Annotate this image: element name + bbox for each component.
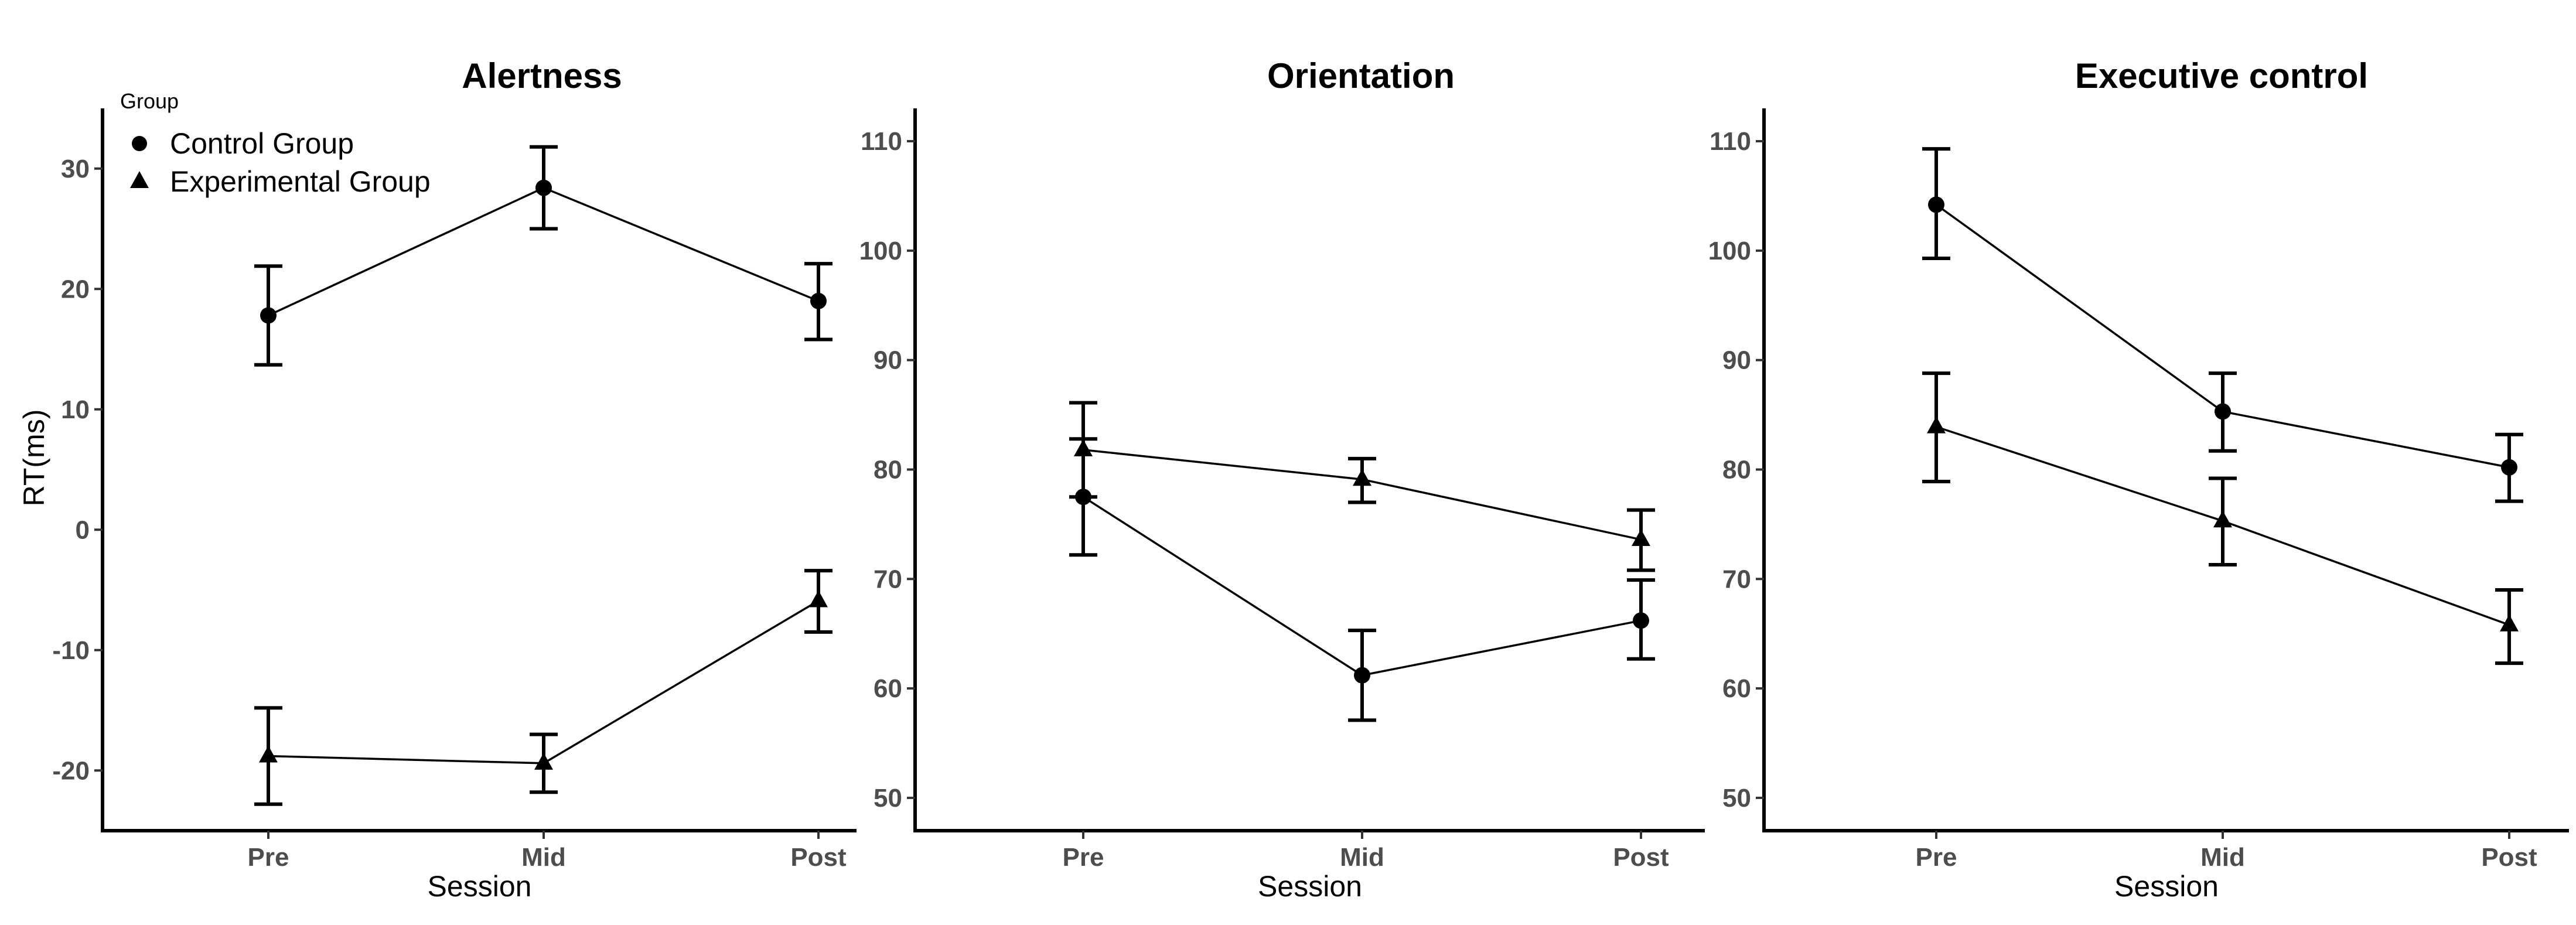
- data-point: [1074, 439, 1093, 456]
- y-tick-label: 60: [1722, 674, 1751, 703]
- y-tick-label: 90: [874, 346, 902, 375]
- series-control-group: [1922, 147, 2523, 503]
- y-tick-label: 100: [1708, 237, 1751, 265]
- x-tick-label: Pre: [1916, 843, 1957, 872]
- panel-title: Orientation: [1267, 56, 1455, 95]
- legend: Group Control Group Experimental Group: [120, 89, 431, 198]
- y-tick-label: 60: [874, 674, 902, 703]
- x-axis-title: Session: [1258, 870, 1362, 903]
- data-point: [2215, 403, 2231, 420]
- y-tick-label: 110: [861, 127, 902, 156]
- x-tick-label: Post: [2481, 843, 2537, 872]
- x-axis-title: Session: [428, 870, 532, 903]
- y-tick-label: 70: [1722, 565, 1751, 593]
- data-point: [260, 307, 277, 324]
- legend-label: Experimental Group: [170, 165, 431, 198]
- data-point: [810, 292, 827, 309]
- y-tick-label: 50: [874, 784, 902, 813]
- legend-marker: [130, 171, 149, 188]
- y-tick-label: 50: [1722, 784, 1751, 813]
- series-experimental-group: [1922, 371, 2523, 665]
- x-axis-title: Session: [2114, 870, 2219, 903]
- data-point: [535, 179, 552, 196]
- data-point: [1354, 667, 1370, 684]
- data-point: [1633, 612, 1649, 629]
- panel-2: Executive control 50 60 70 80 90 100 110 Pre Mid P…: [1708, 56, 2569, 903]
- data-point: [1353, 469, 1371, 486]
- panel-0: Alertness -20 -10 0 10 20 30 Pre Mid Post Session R…: [18, 56, 857, 903]
- legend-label: Control Group: [170, 127, 354, 160]
- series-control-group: [254, 145, 832, 367]
- panel-title: Executive control: [2075, 56, 2368, 95]
- data-point: [534, 753, 553, 770]
- y-tick-label: 70: [874, 565, 902, 593]
- y-tick-label: 110: [1710, 127, 1751, 156]
- y-tick-label: 10: [61, 395, 90, 424]
- y-tick-label: 80: [874, 456, 902, 484]
- y-axis-title: RT(ms): [18, 409, 50, 507]
- y-tick-label: 80: [1722, 456, 1751, 484]
- data-point: [1927, 416, 1946, 434]
- y-tick-label: 100: [859, 237, 902, 265]
- y-tick-label: -10: [52, 636, 90, 665]
- y-tick-label: 0: [76, 516, 90, 544]
- x-tick-label: Mid: [1340, 843, 1384, 872]
- y-tick-label: -20: [52, 756, 90, 785]
- x-tick-label: Mid: [2200, 843, 2245, 872]
- y-tick-label: 20: [61, 275, 90, 303]
- y-tick-label: 90: [1722, 346, 1751, 375]
- panel-1: Orientation 50 60 70 80 90 100 110 Pre Mid Post Ses…: [859, 56, 1705, 903]
- series-experimental-group: [254, 569, 832, 806]
- data-point: [1632, 529, 1650, 547]
- panel-title: Alertness: [462, 56, 622, 95]
- data-point: [2500, 614, 2519, 632]
- x-tick-label: Post: [790, 843, 847, 872]
- data-point: [2501, 459, 2517, 476]
- series-experimental-group: [1069, 401, 1655, 572]
- x-tick-label: Pre: [1063, 843, 1104, 872]
- data-point: [259, 745, 278, 763]
- data-point: [809, 590, 828, 607]
- legend-marker: [132, 136, 147, 151]
- y-tick-label: 30: [61, 155, 90, 183]
- x-tick-label: Mid: [521, 843, 566, 872]
- data-point: [1928, 196, 1944, 213]
- x-tick-label: Post: [1613, 843, 1669, 872]
- data-point: [2213, 510, 2232, 528]
- x-tick-label: Pre: [248, 843, 289, 872]
- legend-title: Group: [120, 89, 179, 113]
